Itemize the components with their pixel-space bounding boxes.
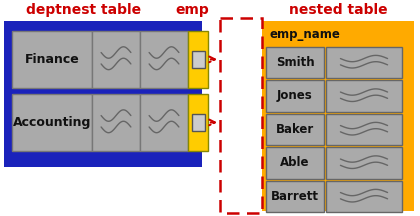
Bar (12, 94, 92, 151)
Text: Baker: Baker (276, 123, 314, 136)
Bar (188, 94, 208, 151)
Bar (266, 80, 324, 112)
Bar (266, 47, 324, 78)
Bar (4, 21, 202, 167)
Bar (326, 47, 402, 78)
Bar (266, 147, 324, 179)
Text: Able: Able (280, 156, 310, 169)
Bar (192, 51, 205, 68)
Bar (92, 31, 140, 88)
Text: deptnest table: deptnest table (26, 3, 141, 17)
Bar (266, 181, 324, 212)
Bar (92, 94, 140, 151)
Text: emp_name: emp_name (270, 28, 341, 41)
Text: Barrett: Barrett (271, 190, 319, 203)
Text: Accounting: Accounting (13, 116, 91, 129)
Bar (326, 114, 402, 145)
Bar (12, 31, 92, 88)
Bar (266, 114, 324, 145)
Text: Jones: Jones (277, 89, 313, 102)
Text: nested table: nested table (289, 3, 387, 17)
Bar (326, 147, 402, 179)
Bar (220, 18, 262, 213)
Bar (262, 21, 414, 211)
Text: Smith: Smith (276, 56, 314, 69)
Text: Finance: Finance (25, 53, 79, 66)
Bar (140, 31, 188, 88)
Bar (192, 114, 205, 131)
Bar (140, 94, 188, 151)
Bar (326, 80, 402, 112)
Bar (188, 31, 208, 88)
Bar (326, 181, 402, 212)
Text: emp: emp (175, 3, 209, 17)
